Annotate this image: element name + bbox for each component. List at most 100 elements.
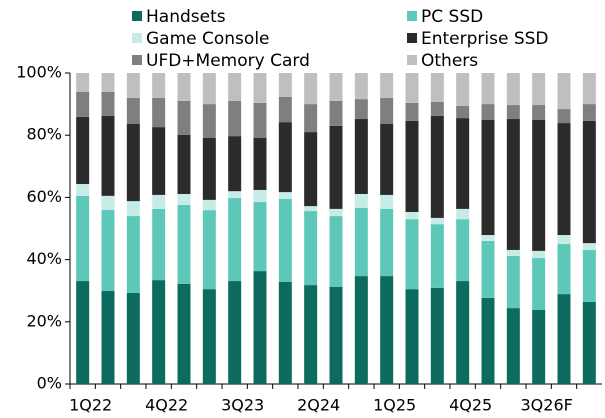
bar-segment	[582, 120, 596, 244]
bar-segment	[126, 124, 140, 202]
bar-segment	[582, 301, 596, 384]
bar-segment	[582, 249, 596, 302]
bar-segment	[202, 289, 216, 384]
x-tick-label: 2Q24	[297, 396, 340, 415]
bar-segment	[304, 132, 318, 207]
bar-segment	[380, 73, 394, 98]
legend-swatch	[132, 33, 142, 43]
legend-label: Handsets	[146, 7, 226, 27]
bar-segment	[456, 219, 470, 282]
bar-segment	[354, 276, 368, 384]
bar-segment	[253, 137, 267, 190]
bar-segment	[101, 115, 115, 196]
bar-segment	[202, 137, 216, 200]
bar-segment	[329, 73, 343, 101]
bar-segment	[101, 195, 115, 210]
y-tick-label: 40%	[26, 249, 62, 268]
y-tick-label: 100%	[16, 63, 62, 82]
bar-segment	[126, 97, 140, 125]
legend-swatch	[132, 55, 142, 65]
bar-segment	[456, 105, 470, 119]
bar-segment	[177, 193, 191, 205]
legend-label: UFD+Memory Card	[146, 51, 310, 71]
x-tick-label: 4Q25	[449, 396, 492, 415]
bar-segment	[304, 285, 318, 384]
legend-swatch	[407, 11, 417, 21]
bar-segment	[481, 73, 495, 105]
bar-segment	[354, 99, 368, 120]
bar-segment	[456, 281, 470, 384]
bar-segment	[253, 102, 267, 138]
bar-segment	[405, 120, 419, 213]
bar-segment	[202, 210, 216, 290]
bar-segment	[354, 207, 368, 277]
bar-segment	[430, 224, 444, 288]
bar-segment	[126, 292, 140, 384]
bar-segment	[126, 216, 140, 293]
legend-swatch	[407, 33, 417, 43]
bar-segment	[354, 119, 368, 194]
bar-segment	[177, 283, 191, 384]
bar-segment	[228, 191, 242, 199]
bar-segment	[506, 255, 520, 309]
bar-segment	[278, 192, 292, 199]
bar-segment	[557, 73, 571, 110]
bar-segment	[304, 206, 318, 212]
bar-segment	[278, 122, 292, 193]
legend-label: Enterprise SSD	[421, 29, 549, 49]
bar-segment	[152, 194, 166, 209]
bar-segment	[177, 73, 191, 101]
bar-segment	[278, 281, 292, 384]
bar-segment	[304, 211, 318, 286]
bar-segment	[506, 105, 520, 120]
legend-label: Game Console	[146, 29, 270, 49]
bar-segment	[582, 104, 596, 121]
y-tick-label: 60%	[26, 187, 62, 206]
bar-segment	[481, 240, 495, 298]
bar-segment	[253, 189, 267, 203]
bar-segment	[202, 73, 216, 105]
bar-segment	[101, 73, 115, 92]
bar-segment	[506, 249, 520, 256]
bar-segment	[405, 212, 419, 220]
bar-segment	[430, 101, 444, 116]
bar-segment	[430, 115, 444, 218]
bar-segment	[253, 202, 267, 272]
bar-segment	[405, 73, 419, 103]
bar-segment	[557, 244, 571, 295]
legend-swatch	[407, 55, 417, 65]
bar-segment	[405, 219, 419, 290]
bar-segment	[101, 209, 115, 292]
bar-segment	[557, 294, 571, 384]
bar-segment	[126, 73, 140, 98]
bar-segment	[152, 127, 166, 195]
bar-segment	[76, 281, 90, 384]
bar-segment	[228, 136, 242, 192]
y-tick-label: 0%	[37, 374, 62, 393]
bar-segment	[228, 198, 242, 282]
y-tick-label: 20%	[26, 311, 62, 330]
bar-segment	[380, 124, 394, 195]
bar-segment	[456, 73, 470, 106]
bar-segment	[177, 134, 191, 194]
legend-label: Others	[421, 51, 478, 71]
legend-swatch	[132, 11, 142, 21]
bar-segment	[76, 184, 90, 196]
bar-segment	[582, 73, 596, 105]
bar-segment	[228, 73, 242, 101]
bar-segment	[76, 91, 90, 117]
bar-segment	[481, 297, 495, 384]
bar-segment	[177, 100, 191, 135]
bar-segment	[456, 118, 470, 209]
bar-segment	[405, 102, 419, 121]
bar-segment	[430, 287, 444, 384]
bar-segment	[456, 208, 470, 220]
bar-segment	[430, 73, 444, 102]
bar-segment	[506, 308, 520, 384]
bar-segment	[481, 119, 495, 236]
bar-segment	[76, 116, 90, 185]
x-tick-label: 1Q22	[69, 396, 112, 415]
bar-segment	[329, 100, 343, 126]
bar-segment	[557, 235, 571, 245]
